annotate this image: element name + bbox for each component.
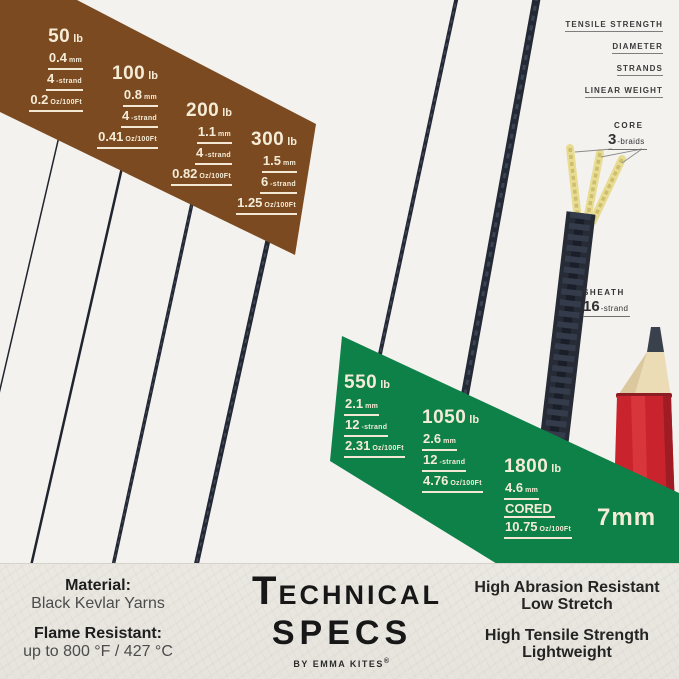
rope-200lb-braid-texture <box>112 184 197 567</box>
tensile-strength: 1800 lb <box>504 456 562 477</box>
spec-block-1050lb: 1050 lb 2.6 mm 12 -strand 4.76 Oz/100Ft <box>422 408 483 493</box>
linear-weight-row: 2.31 Oz/100Ft <box>344 439 405 458</box>
technical-specs-title: TECHNICAL SPECS BY EMMA KITES® <box>252 569 442 669</box>
sheath-braid-texture-1 <box>543 211 592 444</box>
material-label: Material: <box>65 577 131 594</box>
feature-tensile: High Tensile Strength <box>484 627 650 644</box>
feature-stretch: Low Stretch <box>521 596 613 613</box>
rope-300lb-braid-texture <box>195 221 273 567</box>
material-value: Black Kevlar Yarns <box>31 595 165 612</box>
spec-block-1800lb: 1800 lb 4.6 mm CORED 10.75 Oz/100Ft <box>504 456 573 539</box>
footer-strip: Material: Black Kevlar Yarns Flame Resis… <box>0 563 679 679</box>
tensile-strength: 300 lb <box>251 129 297 150</box>
tensile-strength: 100 lb <box>112 63 158 84</box>
spec-block-300lb: 300 lb 1.5 mm 6 -strand 1.25 Oz/100Ft <box>236 130 297 215</box>
core-pointer-line-middle <box>600 148 643 158</box>
core-value: 3 -braids <box>608 131 647 150</box>
tensile-strength: 50 lb <box>48 26 83 47</box>
diameter-row: 0.4 mm <box>47 51 83 70</box>
strands-row: 4 -strand <box>45 72 83 91</box>
tensile-strength: 200 lb <box>186 100 232 121</box>
linear-weight-row: 0.41 Oz/100Ft <box>97 130 158 149</box>
pencil-graphite-tip <box>647 327 664 352</box>
sheath-value: 16 -strand <box>583 298 631 317</box>
byline: BY EMMA KITES® <box>293 658 391 669</box>
core-title: CORE <box>614 121 644 130</box>
core-braid-right-texture <box>591 158 624 222</box>
title-line-specs: SPECS <box>271 614 413 652</box>
diameter-row: 0.8 mm <box>122 88 158 107</box>
rope-100lb <box>29 149 128 567</box>
feature-abrasion: High Abrasion Resistant <box>474 579 660 596</box>
core-pointer-line-right <box>621 148 643 164</box>
linear-weight-row: 4.76 Oz/100Ft <box>422 474 483 493</box>
pencil-wood-shade <box>617 352 647 397</box>
legend-linear-weight: LINEAR WEIGHT <box>565 80 663 98</box>
strands-row: 12 -strand <box>344 418 389 437</box>
spec-block-50lb: 50 lb 0.4 mm 4 -strand 0.2 Oz/100Ft <box>29 27 83 112</box>
strands-row: CORED <box>504 502 555 518</box>
spec-block-550lb: 550 lb 2.1 mm 12 -strand 2.31 Oz/100Ft <box>344 373 405 458</box>
diameter-row: 2.1 mm <box>344 397 380 416</box>
strands-row: 6 -strand <box>259 175 297 194</box>
strands-row: 4 -strand <box>194 146 232 165</box>
sheath-callout: SHEATH 16 -strand <box>583 288 631 317</box>
spec-legend: TENSILE STRENGTH DIAMETER STRANDS LINEAR… <box>565 14 663 102</box>
tensile-strength: 1050 lb <box>422 407 480 428</box>
diameter-row: 2.6 mm <box>422 432 458 451</box>
sheath-title: SHEATH <box>583 288 625 297</box>
legend-diameter: DIAMETER <box>565 36 663 54</box>
core-braid-middle-texture <box>585 152 602 221</box>
linear-weight-row: 0.82 Oz/100Ft <box>171 167 232 186</box>
feature-lightweight: Lightweight <box>522 644 612 661</box>
diameter-row: 4.6 mm <box>504 481 540 500</box>
rope-1050lb-braid-texture <box>462 0 538 401</box>
linear-weight-row: 0.2 Oz/100Ft <box>29 93 83 112</box>
feature-list: High Abrasion Resistant Low Stretch High… <box>458 579 676 661</box>
registered-mark: ® <box>383 658 391 665</box>
legend-tensile-strength: TENSILE STRENGTH <box>565 14 663 32</box>
spec-block-200lb: 200 lb 1.1 mm 4 -strand 0.82 Oz/100Ft <box>171 101 232 186</box>
sheath-braid-texture-2 <box>548 218 585 443</box>
rope-550lb <box>375 0 459 369</box>
spec-block-100lb: 100 lb 0.8 mm 4 -strand 0.41 Oz/100Ft <box>97 64 158 149</box>
core-callout: CORE 3 -braids <box>608 121 647 150</box>
strands-row: 12 -strand <box>422 453 467 472</box>
linear-weight-row: 1.25 Oz/100Ft <box>236 196 297 215</box>
legend-strands: STRANDS <box>565 58 663 76</box>
diameter-row: 1.1 mm <box>196 125 232 144</box>
strands-row: 4 -strand <box>120 109 158 128</box>
size-label-7mm: 7mm <box>597 504 657 531</box>
diameter-row: 1.5 mm <box>261 154 297 173</box>
core-pointer-line-left <box>574 148 613 153</box>
rope-50lb <box>0 114 65 393</box>
linear-weight-row: 10.75 Oz/100Ft <box>504 520 573 539</box>
tensile-strength: 550 lb <box>344 372 390 393</box>
material-info: Material: Black Kevlar Yarns Flame Resis… <box>0 577 196 661</box>
core-braid-left-texture <box>568 147 580 221</box>
flame-resistant-value: up to 800 °F / 427 °C <box>23 643 173 660</box>
flame-resistant-label: Flame Resistant: <box>33 625 163 642</box>
title-line-technical: TECHNICAL <box>252 569 442 613</box>
